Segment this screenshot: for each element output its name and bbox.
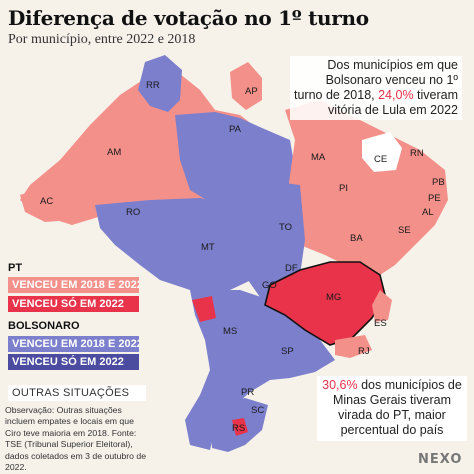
svg-text:PR: PR [241, 387, 254, 398]
red-patch-ms [192, 296, 216, 322]
svg-text:RO: RO [126, 207, 140, 218]
region-northeast [285, 100, 448, 275]
svg-text:RN: RN [410, 148, 424, 159]
svg-text:AM: AM [107, 147, 121, 158]
page-subtitle: Por município, entre 2022 e 2018 [8, 32, 196, 47]
legend-bolsonaro-only-2022: VENCEU SÓ EM 2022 [8, 354, 139, 370]
callout-top-text-after: tiveram vitória de Lula em 2022 [328, 88, 459, 117]
svg-text:RJ: RJ [358, 346, 370, 357]
state-rr-area [138, 55, 182, 112]
legend-bolsonaro-2018-2022: VENCEU EM 2018 E 2022 [8, 336, 139, 352]
state-rj-area [335, 335, 372, 358]
svg-text:MS: MS [223, 326, 237, 337]
svg-text:PA: PA [229, 124, 242, 135]
callout-bottom-highlight: 30,6% [322, 378, 358, 392]
svg-text:MG: MG [326, 292, 341, 303]
svg-text:GO: GO [262, 280, 277, 291]
svg-text:SP: SP [281, 346, 294, 357]
svg-text:PE: PE [428, 193, 441, 204]
svg-text:DF: DF [285, 263, 298, 274]
svg-text:RS: RS [232, 423, 245, 434]
svg-text:CE: CE [374, 154, 387, 165]
svg-text:BA: BA [350, 233, 363, 244]
nexo-logo: NEXO [418, 452, 463, 467]
callout-bottom-text-after: dos municípios de Minas Gerais tiveram v… [332, 378, 462, 437]
legend-pt-label: PT [8, 262, 23, 274]
legend-pt-2018-2022: VENCEU EM 2018 E 2022 [8, 277, 139, 293]
svg-text:MT: MT [201, 242, 215, 253]
other-patch-ce [362, 132, 402, 172]
legend-bolsonaro-label: BOLSONARO [8, 320, 80, 332]
rs-red-patch [232, 418, 248, 436]
legend-other: OUTRAS SITUAÇÕES [8, 385, 146, 401]
svg-text:RR: RR [146, 80, 160, 91]
state-es-area [372, 290, 392, 322]
svg-text:AL: AL [422, 207, 434, 218]
svg-text:AC: AC [40, 196, 53, 207]
callout-bolsonaro-2018: Dos municípios em que Bolsonaro venceu n… [290, 56, 462, 120]
svg-text:PI: PI [339, 183, 348, 194]
svg-text:ES: ES [374, 318, 387, 329]
state-mt-ro-area [95, 198, 270, 290]
svg-text:AP: AP [245, 86, 258, 97]
svg-text:SE: SE [398, 225, 411, 236]
svg-text:TO: TO [279, 222, 292, 233]
state-to-go-area [248, 180, 305, 300]
legend-pt-only-2022: VENCEU SÓ EM 2022 [8, 296, 139, 312]
source-note: Observação: Outras situações incluem emp… [5, 405, 147, 473]
svg-text:MA: MA [311, 152, 326, 163]
svg-text:PB: PB [432, 177, 445, 188]
state-mg-outline [264, 261, 386, 346]
state-ac-area [20, 188, 72, 222]
callout-minas-gerais: 30,6% dos municípios de Minas Gerais tiv… [317, 376, 467, 441]
callout-top-highlight: 24,0% [378, 88, 414, 102]
state-mg-area [265, 262, 385, 345]
callout-top-text-before: Dos municípios em que Bolsonaro venceu n… [294, 58, 458, 102]
state-ap-area [230, 62, 262, 110]
svg-text:SC: SC [251, 405, 264, 416]
page-title: Diferença de votação no 1º turno [8, 6, 369, 30]
